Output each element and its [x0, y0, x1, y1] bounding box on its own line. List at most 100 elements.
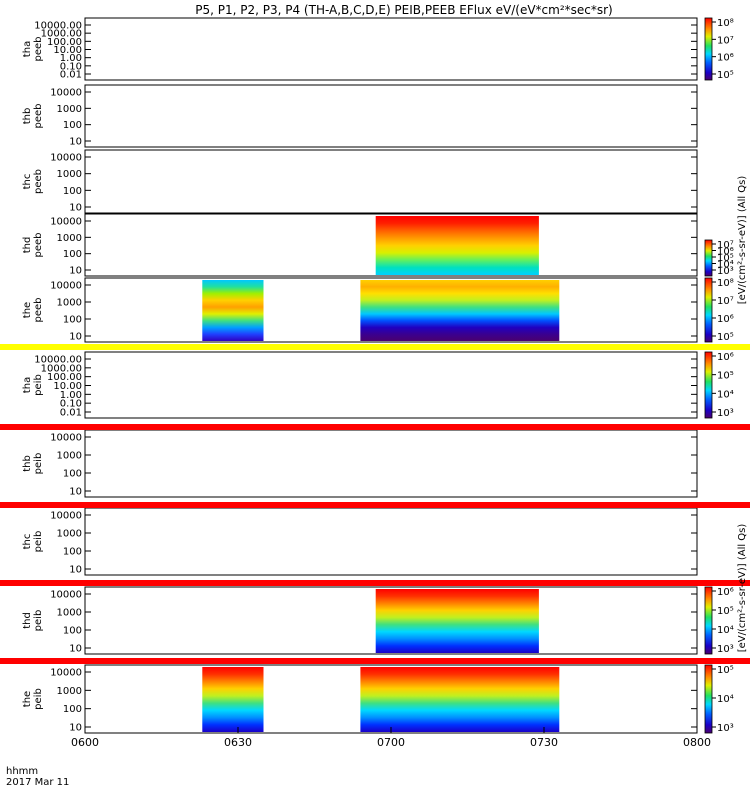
y-tick-label: 10000 — [50, 88, 82, 99]
spectrogram-block — [375, 589, 539, 653]
y-tick-label: 100 — [63, 626, 82, 637]
panel-frame — [84, 213, 698, 277]
panel-2: 10000 1000 100 10 thb peeb — [22, 84, 698, 148]
panel-label: tha — [22, 41, 33, 57]
panel-10: 10000 1000 100 10 the peib — [22, 664, 698, 734]
panel-label: peib — [33, 453, 44, 475]
x-label-date: 2017 Mar 11 — [6, 777, 69, 788]
panel-5: 10000 1000 100 10 the peeb — [22, 277, 698, 343]
colorbar-tick-label: 10⁶ — [717, 53, 734, 64]
panel-9: 10000 1000 100 10 thd peib — [22, 586, 698, 655]
y-tick-label: 10000 — [50, 511, 82, 522]
panel-label: thc — [22, 174, 33, 190]
colorbar-tick-label: 10⁵ — [717, 253, 734, 264]
y-tick-label: 0.01 — [60, 408, 82, 419]
y-tick-label: 1000.00 — [41, 29, 82, 40]
panel-label: the — [22, 302, 33, 318]
y-tick-label: 10000.00 — [34, 21, 82, 32]
separator-band — [0, 344, 750, 350]
spectrogram-block — [360, 280, 560, 341]
panel-label: peeb — [33, 298, 44, 323]
colorbar — [704, 586, 713, 655]
panel-3: 10000 1000 100 10 thc peeb — [22, 149, 698, 214]
separator-band — [0, 658, 750, 664]
y-tick-label: 1.00 — [60, 53, 82, 64]
colorbar-tick-label: 10⁷ — [717, 35, 734, 46]
colorbar-tick-label: 10⁷ — [717, 240, 734, 251]
colorbar-tick-label: 10⁵ — [717, 332, 734, 343]
panel-8: 10000 1000 100 10 thc peib — [22, 507, 698, 576]
y-tick-label: 100 — [63, 469, 82, 480]
y-tick-label: 10 — [69, 565, 82, 576]
y-tick-label: 10000 — [50, 281, 82, 292]
x-axis: 0600 0630 0700 0730 0800 hhmm 2017 Mar 11 — [6, 727, 711, 788]
colorbar-tick-label: 10³ — [717, 723, 734, 734]
colorbar-tick-label: 10⁵ — [717, 665, 734, 676]
panel-label: peib — [33, 531, 44, 553]
y-tick-label: 0.10 — [60, 61, 82, 72]
colorbar-tick-label: 10⁸ — [717, 278, 734, 289]
colorbar-tick-label: 10³ — [717, 644, 734, 655]
colorbar-tick-label: 10⁷ — [717, 296, 734, 307]
colorbar-tick-label: 10⁴ — [717, 389, 734, 400]
colorbar-tick-label: 10⁶ — [717, 352, 734, 363]
panel-label: peib — [33, 610, 44, 632]
y-tick-label: 10000 — [50, 590, 82, 601]
y-tick-label: 1000 — [57, 451, 82, 462]
panel-frame — [84, 84, 698, 148]
y-tick-label: 10000.00 — [34, 355, 82, 366]
x-label-hhmm: hhmm — [6, 766, 38, 777]
panel-frame — [84, 277, 698, 343]
y-tick-label: 1000 — [57, 169, 82, 180]
panel-label: peeb — [33, 233, 44, 258]
separator-band — [0, 502, 750, 508]
y-tick-label: 10 — [69, 487, 82, 498]
colorbar — [704, 17, 713, 81]
panel-label: peeb — [33, 104, 44, 129]
colorbar-unit-electron: [eV/(cm²-s-sr-eV)] (All Qs) — [737, 176, 748, 305]
x-tick-label: 0600 — [71, 736, 99, 749]
spectrogram-block — [202, 667, 264, 732]
y-tick-label: 1000 — [57, 529, 82, 540]
colorbar — [704, 239, 713, 277]
colorbar-tick-label: 10⁵ — [717, 70, 734, 81]
y-tick-label: 10000 — [50, 217, 82, 228]
panel-label: thc — [22, 534, 33, 550]
y-tick-label: 10 — [69, 266, 82, 277]
separator-bands — [0, 344, 750, 664]
x-tick-group: 0600 0630 0700 0730 0800 — [71, 727, 711, 749]
y-tick-label: 10000 — [50, 668, 82, 679]
y-tick-label: 1000 — [57, 686, 82, 697]
panel-7: 10000 1000 100 10 thb peib — [22, 429, 698, 498]
panel-label: tha — [22, 377, 33, 393]
x-tick-label: 0800 — [683, 736, 711, 749]
separator-band — [0, 424, 750, 430]
colorbar-tick-label: 10⁶ — [717, 587, 734, 598]
colorbar-tick-label: 10⁵ — [717, 371, 734, 382]
panel-label: thb — [22, 108, 33, 125]
spectrogram-block — [375, 216, 539, 275]
y-tick-label: 10 — [69, 723, 82, 734]
x-tick-label: 0730 — [530, 736, 558, 749]
panel-frame — [84, 586, 698, 655]
panel-frame — [84, 429, 698, 498]
panel-label: peib — [33, 374, 44, 396]
y-tick-label: 1000 — [57, 104, 82, 115]
panel-frame — [84, 149, 698, 214]
panel-4: 10000 1000 100 10 thd peeb — [22, 213, 698, 277]
colorbar-tick-label: 10⁴ — [717, 625, 734, 636]
y-tick-label: 100 — [63, 186, 82, 197]
y-tick-label: 10 — [69, 137, 82, 148]
y-tick-label: 1000 — [57, 608, 82, 619]
x-tick-label: 0630 — [224, 736, 252, 749]
colorbar-tick-label: 10⁶ — [717, 247, 734, 258]
y-tick-label: 100.00 — [47, 372, 82, 383]
spectrogram-block — [360, 667, 560, 732]
y-tick-label: 100 — [63, 120, 82, 131]
colorbar — [704, 277, 713, 343]
y-tick-label: 1000.00 — [41, 363, 82, 374]
y-tick-label: 1.00 — [60, 390, 82, 401]
panel-label: thb — [22, 455, 33, 472]
